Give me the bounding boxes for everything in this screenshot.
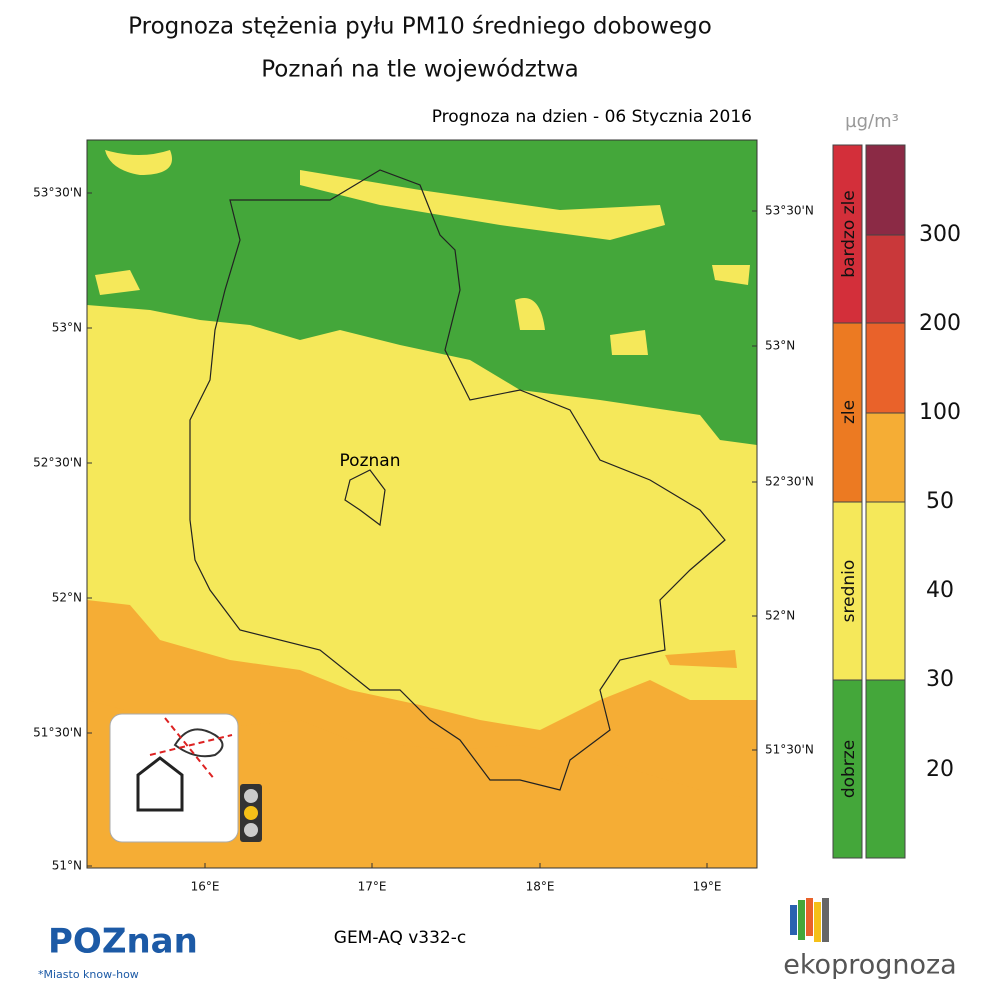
map-frame <box>86 139 758 869</box>
lat-label: 52°30'N <box>765 475 814 489</box>
scale-label: 30 <box>926 667 954 692</box>
lat-label: 52°30'N <box>33 456 82 470</box>
logo-tagline: *Miasto know-how <box>38 968 139 981</box>
title: Prognoza stężenia pyłu PM10 średniego do… <box>128 14 712 40</box>
zone-sufficient <box>665 650 737 668</box>
legend: µg/m³ <box>832 111 906 859</box>
zone-moderate <box>712 265 750 285</box>
lon-label: 18°E <box>526 880 555 894</box>
lon-label: 16°E <box>191 880 220 894</box>
lat-label: 52°N <box>765 609 795 623</box>
category-label: bardzo zle <box>839 190 859 278</box>
lat-label: 51°N <box>52 859 82 873</box>
eko-icon <box>790 898 829 942</box>
lat-label: 53°N <box>52 321 82 335</box>
lat-label: 53°30'N <box>33 186 82 200</box>
lon-label: 19°E <box>693 880 722 894</box>
city-border <box>344 469 386 527</box>
category-label: srednio <box>839 560 859 623</box>
zone-moderate <box>105 150 172 175</box>
scale-label: 40 <box>926 578 954 603</box>
unit: µg/m³ <box>845 111 899 132</box>
scale-label: 200 <box>919 311 961 336</box>
lon-label: 17°E <box>358 880 387 894</box>
category-label: dobrze <box>839 740 859 798</box>
lat-label: 53°30'N <box>765 204 814 218</box>
zone-moderate <box>95 270 140 295</box>
icon <box>109 713 262 843</box>
zone-moderate <box>515 298 545 330</box>
map: Poznan <box>86 139 758 869</box>
zone-moderate <box>300 170 665 240</box>
model: GEM-AQ v332-c <box>334 928 466 948</box>
logo-right: ekoprognoza <box>783 950 956 981</box>
subtitle: Poznań na tle województwa <box>261 57 579 83</box>
scale-label: 100 <box>919 400 961 425</box>
scale-label: 20 <box>926 757 954 782</box>
forecast-date: Prognoza na dzien - 06 Stycznia 2016 <box>432 107 752 127</box>
scale-label: 50 <box>926 489 954 514</box>
lat-label: 51°30'N <box>33 726 82 740</box>
voivodeship-border <box>189 169 726 791</box>
lat-label: 53°N <box>765 339 795 353</box>
logo-left: POZnan <box>48 922 198 962</box>
scale-label: 300 <box>919 222 961 247</box>
category-label: zle <box>839 400 859 424</box>
zone-moderate <box>610 330 648 355</box>
lat-label: 52°N <box>52 591 82 605</box>
lat-label: 51°30'N <box>765 743 814 757</box>
city-label: Poznan <box>340 451 401 471</box>
